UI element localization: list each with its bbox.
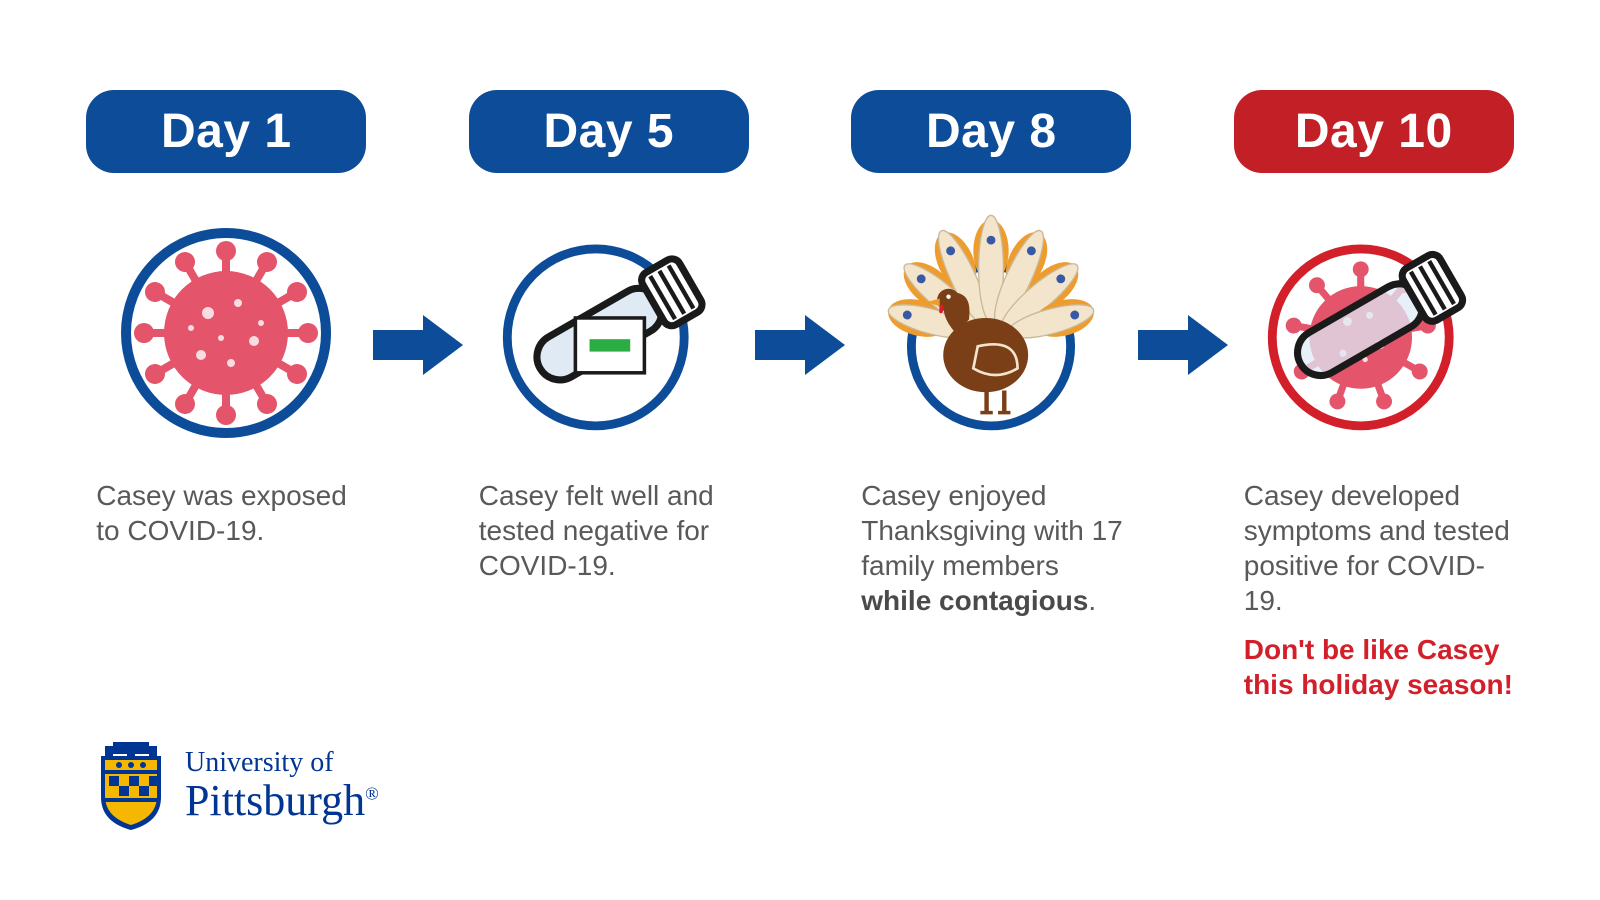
badge-day1: Day 1 — [86, 90, 366, 173]
caption-day10: Casey developed symptoms and tested posi… — [1234, 478, 1514, 702]
caption-text: Casey was exposed to COVID-19. — [96, 480, 347, 546]
caption-day8: Casey enjoyed Thanksgiving with 17 famil… — [851, 478, 1131, 618]
caption-day5: Casey felt well and tested negative for … — [469, 478, 749, 583]
caption-text: Casey enjoyed Thanksgiving with 17 famil… — [861, 480, 1122, 581]
step-day5: Day 5 Casey — [463, 90, 756, 583]
caption-red: Don't be like Casey this holiday season! — [1244, 632, 1514, 702]
arrow-2 — [755, 315, 845, 375]
circle-day1 — [111, 218, 341, 448]
step-day8: Day 8 — [845, 90, 1138, 618]
step-day1: Day 1 — [80, 90, 373, 548]
caption-text: Casey felt well and tested negative for … — [479, 480, 714, 581]
arrow-3 — [1138, 315, 1228, 375]
caption-day1: Casey was exposed to COVID-19. — [86, 478, 366, 548]
step-day10: Day 10 — [1228, 90, 1521, 702]
badge-day8: Day 8 — [851, 90, 1131, 173]
logo-line2: Pittsburgh — [185, 776, 365, 825]
badge-day5: Day 5 — [469, 90, 749, 173]
timeline-row: Day 1 — [0, 0, 1600, 702]
logo-line1: University of — [185, 748, 379, 777]
pitt-logo: University of Pittsburgh® — [95, 742, 379, 830]
caption-bold: while contagious — [861, 585, 1088, 616]
arrow-1 — [373, 315, 463, 375]
caption-tail: . — [1088, 585, 1096, 616]
turkey-icon — [876, 208, 1106, 458]
test-tube-positive-icon — [1259, 208, 1489, 458]
test-tube-negative-icon — [494, 208, 724, 458]
badge-day10: Day 10 — [1234, 90, 1514, 173]
pitt-logo-text: University of Pittsburgh® — [185, 748, 379, 824]
circle-day8 — [876, 218, 1106, 448]
pitt-shield-icon — [95, 742, 167, 830]
caption-text: Casey developed symptoms and tested posi… — [1244, 480, 1510, 616]
virus-icon — [111, 218, 341, 448]
circle-day5 — [494, 218, 724, 448]
circle-day10 — [1259, 218, 1489, 448]
